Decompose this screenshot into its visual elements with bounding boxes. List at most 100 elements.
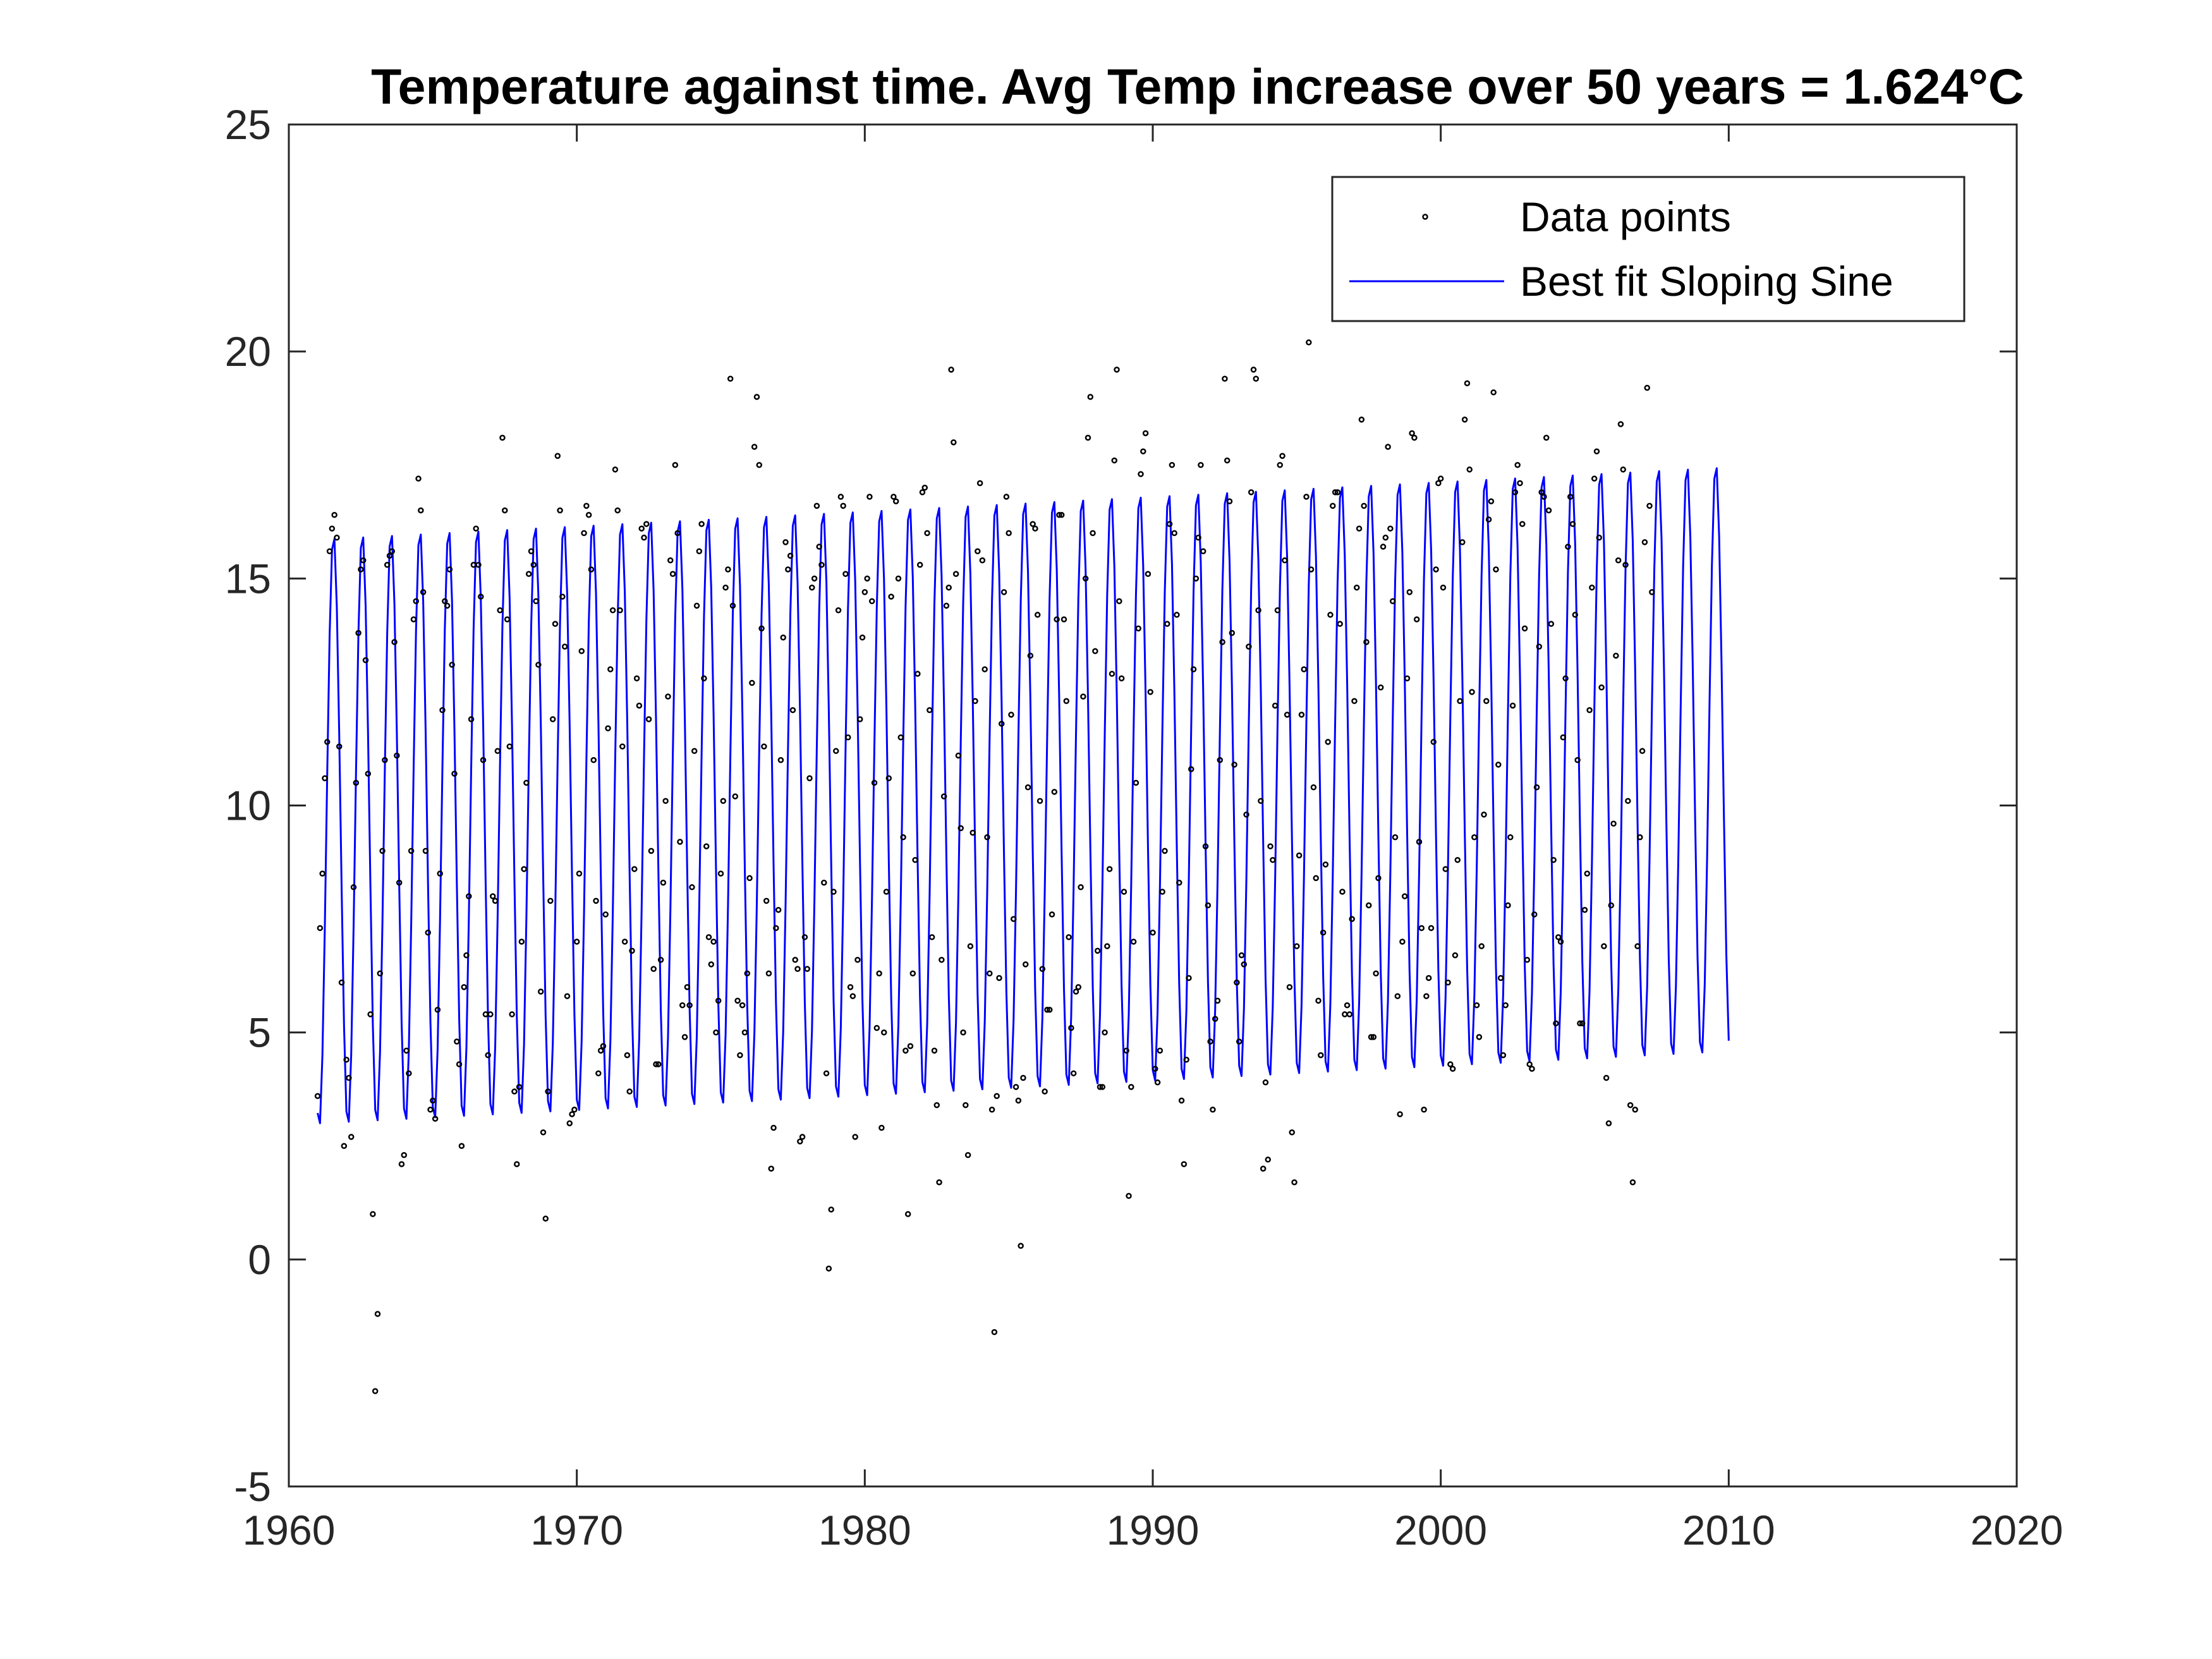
data-point: [1094, 947, 1101, 954]
data-point: [367, 1011, 374, 1018]
legend: Data points Best fit Sloping Sine: [1331, 176, 1966, 322]
data-point: [1078, 884, 1084, 890]
data-point: [1358, 416, 1365, 423]
data-point: [833, 748, 839, 755]
data-point: [643, 521, 650, 527]
data-point: [329, 525, 336, 532]
data-point: [518, 939, 525, 945]
data-point: [1505, 902, 1511, 909]
data-point: [984, 834, 990, 841]
data-point: [823, 1070, 830, 1077]
data-point: [1349, 916, 1355, 922]
legend-marker-data-points: [1422, 214, 1428, 220]
data-point: [701, 675, 707, 682]
data-point: [1500, 1052, 1507, 1059]
data-point: [542, 1215, 549, 1222]
data-point: [1097, 1084, 1103, 1090]
best-fit-line: [317, 467, 1730, 1124]
data-point: [1270, 856, 1276, 863]
data-point: [1039, 966, 1046, 972]
data-point: [1034, 612, 1041, 618]
data-point: [1058, 512, 1065, 518]
data-point: [1294, 943, 1300, 949]
data-point: [1313, 875, 1319, 882]
data-point: [1437, 475, 1444, 482]
data-point: [835, 607, 842, 614]
data-point: [581, 530, 587, 537]
data-point: [794, 966, 801, 972]
y-axis: -5 0 5 10 15 20 25: [225, 101, 2017, 1510]
data-point: [648, 848, 655, 854]
data-point: [1282, 557, 1288, 564]
data-point: [1531, 911, 1538, 918]
data-point: [629, 947, 635, 954]
data-point: [847, 984, 854, 990]
data-point: [854, 956, 861, 963]
x-tick-label: 1990: [1107, 1507, 1200, 1553]
data-point: [919, 489, 926, 495]
data-point: [1274, 607, 1281, 614]
data-point: [1401, 893, 1408, 899]
data-point: [1586, 707, 1593, 714]
data-point: [537, 988, 544, 995]
data-point: [991, 1329, 998, 1335]
data-point: [1090, 530, 1096, 537]
data-point: [480, 757, 487, 763]
data-point: [746, 875, 753, 882]
data-point: [840, 502, 846, 509]
data-point: [444, 602, 451, 609]
data-point: [1461, 416, 1468, 423]
data-point: [446, 566, 453, 573]
data-point: [1581, 906, 1588, 913]
data-point: [1373, 970, 1379, 977]
data-point: [1327, 612, 1334, 618]
data-point: [475, 562, 482, 568]
data-point: [1250, 367, 1257, 373]
data-point: [1639, 748, 1646, 755]
data-point: [756, 462, 763, 468]
data-point: [1555, 934, 1562, 940]
data-point: [355, 629, 362, 636]
data-point: [960, 1029, 966, 1036]
data-point: [585, 512, 592, 518]
data-point: [324, 739, 331, 745]
data-point: [936, 1179, 942, 1186]
data-point: [725, 566, 731, 573]
data-point: [1397, 1111, 1403, 1117]
data-point: [758, 625, 765, 632]
data-point: [1006, 530, 1012, 537]
data-point: [1267, 843, 1273, 849]
data-point: [777, 757, 784, 763]
data-point: [669, 571, 676, 577]
data-point: [655, 1061, 662, 1067]
data-point: [497, 607, 503, 614]
data-point: [1346, 1011, 1353, 1018]
data-point: [607, 666, 614, 672]
data-point: [314, 1093, 321, 1099]
data-point: [410, 616, 417, 623]
data-point: [1138, 471, 1144, 477]
data-points-layer: [314, 339, 1655, 1394]
data-point: [490, 893, 496, 899]
data-point: [866, 494, 873, 500]
data-point: [943, 602, 950, 609]
data-point: [1627, 1102, 1634, 1109]
data-point: [478, 593, 484, 600]
data-point: [1366, 902, 1372, 909]
data-point: [418, 507, 424, 514]
data-point: [334, 534, 340, 541]
data-point: [561, 643, 568, 650]
data-point: [1334, 489, 1341, 495]
data-point: [1008, 712, 1014, 718]
data-point: [502, 507, 508, 514]
data-point: [1243, 811, 1249, 818]
data-point: [987, 970, 993, 977]
data-point: [849, 993, 856, 999]
data-point: [1128, 1084, 1134, 1090]
data-point: [952, 571, 959, 577]
data-point: [348, 1134, 355, 1140]
data-point: [1241, 961, 1248, 968]
data-point: [1260, 1165, 1267, 1172]
data-point: [463, 952, 470, 959]
